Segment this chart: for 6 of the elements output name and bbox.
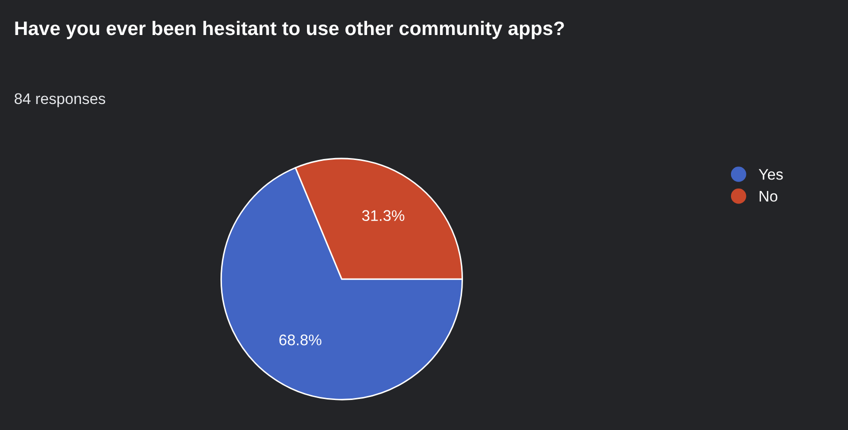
data-label: 68.8% <box>279 334 322 346</box>
data-label: 31.3% <box>362 210 404 221</box>
legend-label: Yes <box>758 169 783 180</box>
legend-label: No <box>760 190 778 202</box>
text: 84 responses <box>14 93 106 108</box>
chart-title: Have you ever been hesitant to use other community apps? <box>15 20 564 40</box>
